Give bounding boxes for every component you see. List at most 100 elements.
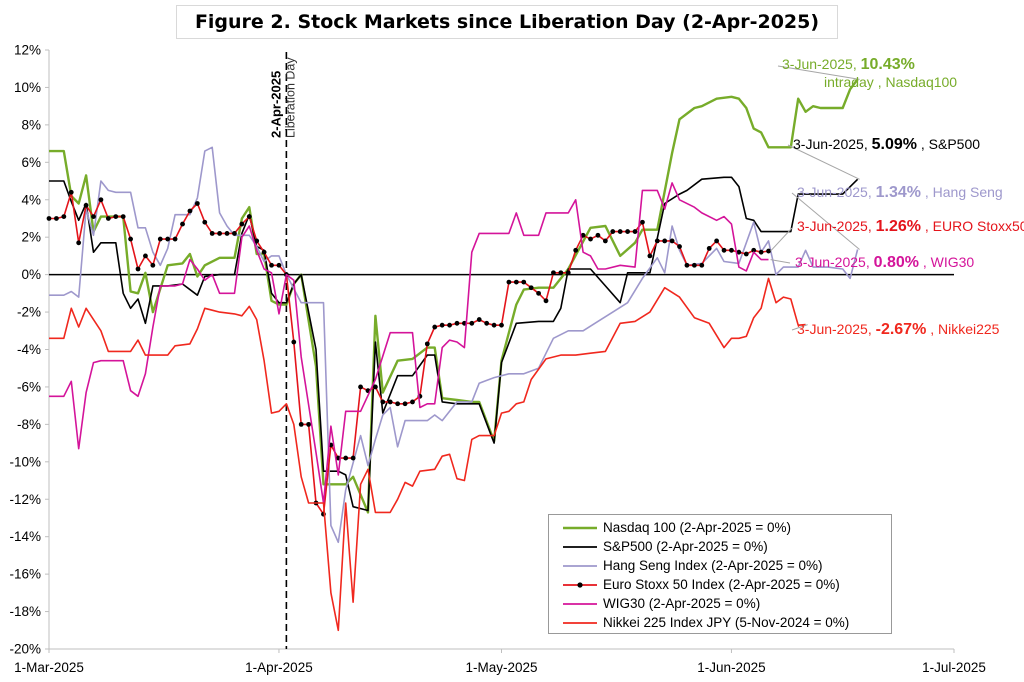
- y-tick-label: -10%: [9, 454, 41, 469]
- series-marker-3: [224, 231, 230, 236]
- y-tick-label: 6%: [21, 155, 41, 170]
- annotation-leader: [770, 227, 793, 252]
- series-marker-3: [239, 221, 245, 227]
- series-marker-3: [395, 401, 401, 407]
- y-tick-label: 2%: [21, 230, 41, 245]
- series-marker-3: [551, 270, 556, 276]
- legend-item: Nikkei 225 Index JPY (5-Nov-2024 = 0%): [549, 613, 891, 632]
- annotation-2: 3-Jun-2025, 1.34% , Hang Seng: [797, 184, 1003, 202]
- series-marker-3: [402, 401, 408, 407]
- series-marker-3: [157, 236, 163, 242]
- y-tick-label: -12%: [9, 492, 41, 507]
- series-marker-3: [721, 247, 727, 253]
- series-marker-3: [135, 266, 141, 272]
- chart-legend: Nasdaq 100 (2-Apr-2025 = 0%) S&P500 (2-Ap…: [548, 514, 892, 634]
- series-marker-3: [469, 320, 475, 326]
- series-line-5: [49, 277, 806, 632]
- x-tick-label: 1-Apr-2025: [245, 660, 313, 675]
- series-marker-3: [513, 279, 519, 285]
- series-marker-3: [669, 238, 675, 244]
- annotation-date: 3-Jun-2025,: [793, 136, 872, 152]
- series-marker-3: [105, 216, 111, 221]
- annotation-leader: [791, 192, 860, 250]
- chart-title-box: Figure 2. Stock Markets since Liberation…: [176, 5, 838, 39]
- series-marker-3: [699, 262, 705, 268]
- series-marker-3: [729, 247, 734, 253]
- y-tick-label: -8%: [17, 417, 41, 432]
- legend-label: Nasdaq 100 (2-Apr-2025 = 0%): [603, 520, 791, 535]
- chart-title: Figure 2. Stock Markets since Liberation…: [194, 11, 820, 33]
- series-marker-3: [632, 229, 638, 234]
- annotation-value: 1.26%: [875, 218, 921, 235]
- series-line-3: [49, 191, 769, 516]
- series-marker-3: [61, 214, 67, 219]
- y-tick-label: -18%: [9, 604, 41, 619]
- annotation-series: , WIG30: [918, 254, 975, 270]
- series-marker-3: [536, 290, 541, 296]
- legend-swatch: [563, 545, 597, 548]
- series-marker-3: [150, 262, 156, 268]
- series-marker-3: [439, 322, 445, 328]
- series-marker-3: [736, 249, 742, 255]
- series-marker-3: [521, 279, 527, 285]
- series-marker-3: [691, 262, 697, 268]
- legend-label: WIG30 (2-Apr-2025 = 0%): [603, 596, 761, 611]
- legend-item: S&P500 (2-Apr-2025 = 0%): [549, 537, 891, 556]
- series-marker-3: [610, 229, 616, 234]
- annotation-line2: intraday , Nasdaq100: [824, 74, 958, 90]
- legend-swatch: [563, 621, 597, 624]
- legend-swatch: [563, 526, 597, 529]
- series-marker-3: [380, 399, 386, 405]
- series-marker-3: [766, 248, 771, 254]
- series-marker-3: [209, 231, 215, 236]
- series-line-0: [49, 78, 859, 514]
- annotation-leader: [777, 65, 860, 80]
- series-marker-3: [528, 285, 534, 291]
- liberation-day-text: Liberation Day: [283, 57, 297, 138]
- annotation-3: 3-Jun-2025, 1.26% , EURO Stoxx50: [797, 218, 1024, 236]
- series-marker-3: [558, 270, 564, 276]
- series-marker-3: [684, 262, 690, 268]
- series-line-1: [49, 176, 859, 512]
- series-marker-3: [269, 262, 274, 268]
- series-marker-3: [358, 384, 363, 390]
- series-marker-3: [677, 244, 682, 249]
- series-marker-3: [424, 341, 430, 347]
- series-marker-3: [617, 229, 623, 234]
- x-tick-label: 1-Mar-2025: [14, 660, 84, 675]
- annotation-value: 10.43%: [860, 56, 915, 73]
- series-marker-3: [306, 421, 312, 427]
- legend-item: Hang Seng Index (2-Apr-2025 = 0%): [549, 556, 891, 575]
- series-marker-3: [543, 298, 549, 304]
- series-marker-3: [625, 229, 631, 234]
- series-marker-3: [217, 231, 223, 236]
- series-marker-3: [113, 214, 119, 219]
- series-marker-3: [447, 322, 452, 328]
- series-marker-3: [662, 238, 668, 244]
- series-marker-3: [410, 399, 415, 405]
- series-marker-3: [565, 270, 571, 276]
- annotation-leader: [770, 259, 791, 264]
- legend-label: Euro Stoxx 50 Index (2-Apr-2025 = 0%): [603, 577, 840, 592]
- series-marker-3: [387, 399, 393, 405]
- series-marker-3: [83, 202, 89, 208]
- liberation-day-date: 2-Apr-2025: [268, 71, 283, 138]
- y-tick-label: 4%: [21, 192, 41, 207]
- series-marker-3: [706, 246, 712, 251]
- series-marker-3: [714, 238, 720, 244]
- series-marker-3: [476, 317, 482, 322]
- y-tick-label: -14%: [9, 529, 41, 544]
- annotation-series: , S&P500: [916, 136, 981, 152]
- series-marker-3: [654, 238, 660, 244]
- y-tick-label: 0%: [21, 267, 41, 282]
- series-marker-3: [298, 421, 304, 427]
- series-marker-3: [68, 189, 74, 195]
- y-tick-label: -16%: [9, 567, 41, 582]
- annotation-series: , Hang Seng: [920, 184, 1003, 200]
- series-marker-3: [128, 236, 133, 242]
- annotation-value: 1.34%: [875, 184, 921, 201]
- annotation-4: 3-Jun-2025, 0.80% , WIG30: [795, 254, 974, 272]
- series-marker-3: [573, 247, 579, 253]
- series-marker-3: [254, 238, 260, 244]
